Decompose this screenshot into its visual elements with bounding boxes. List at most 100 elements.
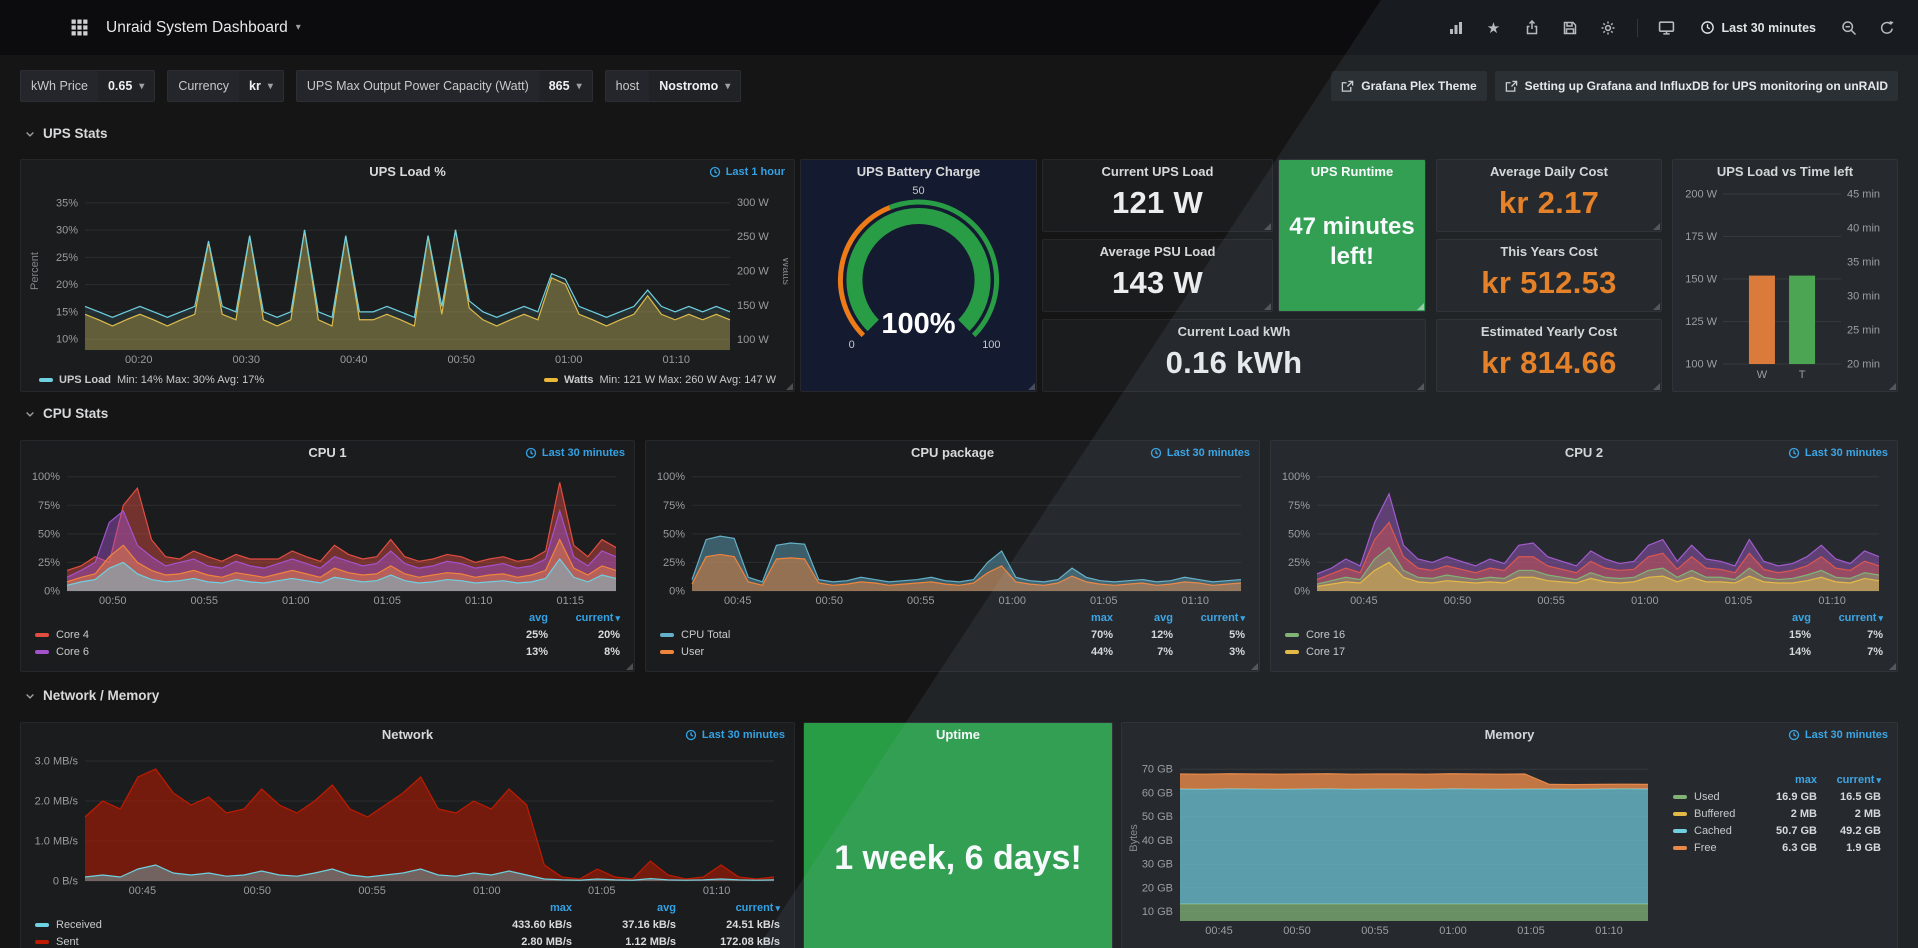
series-name[interactable]: Core 6 (35, 646, 488, 658)
panel-title[interactable]: This Years Cost (1500, 244, 1598, 259)
cpu2-chart[interactable]: 0% 25% 50% 75% 100% 00:45 00:50 00:55 01:00 01:05… (1277, 465, 1891, 607)
memory-body: 10 GB 20 GB 30 GB 40 GB 50 GB 60 GB 70 GB 00:45… (1122, 745, 1897, 937)
row-header-cpu-stats[interactable]: CPU Stats (24, 406, 108, 421)
cycle-display-icon[interactable] (1652, 13, 1682, 43)
svg-text:100%: 100% (657, 471, 685, 483)
panel-title[interactable]: UPS Battery Charge (856, 164, 981, 179)
series-name[interactable]: Core 16 (1285, 629, 1751, 641)
svg-text:125 W: 125 W (1685, 316, 1717, 328)
legend-col-current[interactable]: current ▾ (1200, 611, 1245, 624)
panel-title[interactable]: Current Load kWh (1177, 324, 1291, 339)
legend-item[interactable]: Watts Min: 121 W Max: 260 W Avg: 147 W (543, 374, 776, 386)
legend-col-max[interactable]: max (1794, 773, 1817, 786)
settings-gear-icon[interactable] (1593, 13, 1623, 43)
panel-cpu-package: CPU package Last 30 minutes 0% 25% 50% 75% 1… (645, 440, 1260, 672)
memory-chart[interactable]: 10 GB 20 GB 30 GB 40 GB 50 GB 60 GB 70 GB 00:45… (1126, 747, 1656, 937)
series-name[interactable]: Cached (1673, 825, 1753, 837)
variable-kwh-price: kWh Price 0.65 ▾ (20, 70, 156, 102)
variable-value-dropdown[interactable]: kr ▾ (249, 79, 273, 93)
network-chart[interactable]: 0 B/s 1.0 MB/s 2.0 MB/s 3.0 MB/s 00:45 00:50 0… (27, 747, 788, 897)
save-icon[interactable] (1555, 13, 1585, 43)
series-swatch (35, 632, 49, 637)
variable-value-dropdown[interactable]: Nostromo ▾ (659, 79, 731, 93)
link-grafana-influxdb-guide[interactable]: Setting up Grafana and InfluxDB for UPS … (1494, 71, 1898, 101)
svg-text:01:15: 01:15 (556, 595, 584, 607)
legend-col-max[interactable]: max (1090, 611, 1113, 624)
series-name[interactable]: CPU Total (660, 629, 1053, 641)
legend-col-avg[interactable]: avg (657, 901, 676, 914)
panel-title[interactable]: Uptime (935, 727, 981, 742)
panel-time-range[interactable]: Last 30 minutes (525, 447, 625, 459)
svg-text:20 GB: 20 GB (1142, 882, 1173, 894)
panel-time-range[interactable]: Last 1 hour (709, 166, 785, 178)
time-picker-button[interactable]: Last 30 minutes (1690, 14, 1826, 41)
panel-title[interactable]: UPS Load % (369, 164, 446, 179)
panel-title[interactable]: Estimated Yearly Cost (1480, 324, 1618, 339)
svg-text:0%: 0% (669, 586, 685, 598)
link-grafana-plex-theme[interactable]: Grafana Plex Theme (1331, 71, 1487, 101)
dashboard-chart-icon[interactable] (1441, 13, 1471, 43)
cpu-package-chart[interactable]: 0% 25% 50% 75% 100% 00:45 00:50 00:55 01:00 01:05… (652, 465, 1253, 607)
series-name[interactable]: User (660, 646, 1053, 658)
series-swatch (1285, 649, 1299, 654)
svg-text:00:45: 00:45 (1350, 595, 1378, 607)
panel-time-range[interactable]: Last 30 minutes (1788, 729, 1888, 741)
panel-title[interactable]: Average PSU Load (1099, 244, 1216, 259)
chevron-down-icon (26, 411, 34, 417)
series-name[interactable]: Core 4 (35, 629, 488, 641)
legend-col-current[interactable]: current ▾ (1838, 611, 1883, 624)
series-name[interactable]: Used (1673, 791, 1753, 803)
row-header-ups-stats[interactable]: UPS Stats (24, 126, 108, 141)
legend-col-max[interactable]: max (549, 901, 572, 914)
variable-host: host Nostromo ▾ (604, 70, 742, 102)
legend-col-current[interactable]: current ▾ (735, 901, 780, 914)
svg-text:00:55: 00:55 (190, 595, 218, 607)
share-icon[interactable] (1517, 13, 1547, 43)
series-name[interactable]: Received (35, 919, 468, 931)
zoom-out-icon[interactable] (1834, 13, 1864, 43)
legend-col-current[interactable]: current ▾ (1836, 773, 1881, 786)
legend-col-avg[interactable]: avg (529, 611, 548, 624)
panel-title[interactable]: Network (381, 727, 434, 742)
svg-text:01:10: 01:10 (1818, 595, 1846, 607)
svg-text:50%: 50% (663, 528, 685, 540)
legend-col-avg[interactable]: avg (1154, 611, 1173, 624)
series-name[interactable]: Free (1673, 842, 1753, 854)
panel-title[interactable]: Current UPS Load (1101, 164, 1214, 179)
panel-average-psu-load: Average PSU Load 143 W (1042, 239, 1273, 312)
ups-load-chart[interactable]: 10% 15% 20% 25% 30% 35% 100 W 150 W 200 W 250 W 30… (27, 184, 788, 366)
svg-text:01:05: 01:05 (373, 595, 401, 607)
panel-time-range[interactable]: Last 30 minutes (1150, 447, 1250, 459)
apps-grid-icon[interactable] (64, 13, 94, 43)
panel-title[interactable]: UPS Load vs Time left (1716, 164, 1854, 179)
series-name[interactable]: Core 17 (1285, 646, 1751, 658)
star-icon[interactable]: ★ (1486, 19, 1501, 37)
legend-col-avg[interactable]: avg (1792, 611, 1811, 624)
legend-item[interactable]: UPS Load Min: 14% Max: 30% Avg: 17% (39, 374, 264, 386)
panel-time-range[interactable]: Last 30 minutes (1788, 447, 1888, 459)
row-header-network-memory[interactable]: Network / Memory (24, 688, 159, 703)
load-vs-time-chart[interactable]: 100 W 125 W 150 W 175 W 200 W 20 min 25 min 30 … (1681, 184, 1889, 382)
svg-text:10 GB: 10 GB (1142, 906, 1173, 918)
svg-text:Percent: Percent (29, 252, 41, 290)
panel-title[interactable]: UPS Runtime (1310, 164, 1394, 179)
refresh-icon[interactable] (1872, 13, 1902, 43)
panel-title[interactable]: CPU package (910, 445, 995, 460)
variable-value-dropdown[interactable]: 0.65 ▾ (107, 79, 145, 93)
series-name[interactable]: Buffered (1673, 808, 1753, 820)
cpu2-legend: avg current ▾ Core 16 15% 7% Core 17 14% … (1271, 609, 1897, 660)
variable-label: host (605, 71, 650, 101)
series-name[interactable]: Sent (35, 936, 468, 948)
panel-title[interactable]: Memory (1484, 727, 1535, 742)
panel-title[interactable]: CPU 1 (308, 445, 347, 460)
panel-title[interactable]: CPU 2 (1564, 445, 1604, 460)
dashboard-title[interactable]: Unraid System Dashboard ▾ (106, 19, 301, 37)
svg-text:20%: 20% (56, 279, 78, 291)
cpu1-chart[interactable]: 0% 25% 50% 75% 100% 00:50 00:55 01:00 01:05 01:10… (27, 465, 628, 607)
panel-title[interactable]: Average Daily Cost (1489, 164, 1608, 179)
legend-col-current[interactable]: current ▾ (575, 611, 620, 624)
svg-text:3.0 MB/s: 3.0 MB/s (35, 756, 79, 768)
panel-time-range[interactable]: Last 30 minutes (685, 729, 785, 741)
svg-text:30%: 30% (56, 225, 78, 237)
variable-value-dropdown[interactable]: 865 ▾ (548, 79, 582, 93)
